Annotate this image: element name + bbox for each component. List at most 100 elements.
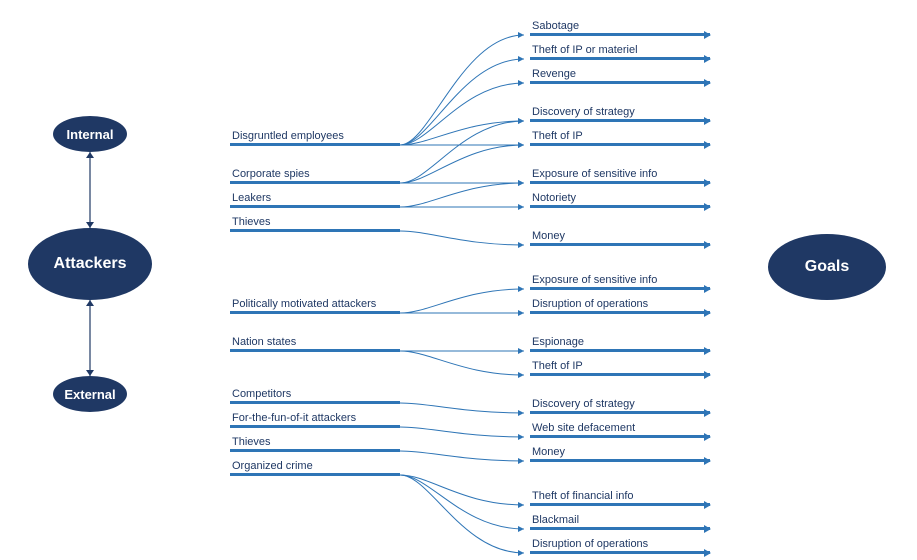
ellipse-external: External <box>53 376 127 412</box>
arrow-head-icon <box>704 549 711 557</box>
item-underline <box>230 229 400 232</box>
connector-org_crime-blackmail <box>400 475 524 529</box>
item-label: Espionage <box>530 336 710 349</box>
goal_items-item-exposure1: Exposure of sensitive info <box>530 168 710 184</box>
arrow-head-icon <box>704 55 711 63</box>
connector-arrow-icon <box>518 410 524 416</box>
connector-arrow-icon <box>518 502 524 508</box>
connector-arrow-icon <box>518 142 524 148</box>
item-underline <box>530 81 710 84</box>
connector-arrow-icon <box>518 550 524 556</box>
goal_items-item-theft_ip2: Theft of IP <box>530 360 710 376</box>
connector-arrow-icon <box>518 434 524 440</box>
connector-disgruntled-theft_ip_mat <box>400 59 524 145</box>
attacker_items-item-thieves2: Thieves <box>230 436 400 452</box>
item-underline <box>230 205 400 208</box>
item-label: Discovery of strategy <box>530 398 710 411</box>
item-underline <box>530 459 710 462</box>
arrow-head-icon <box>704 347 711 355</box>
item-underline <box>530 411 710 414</box>
connector-org_crime-theft_fin <box>400 475 524 505</box>
item-label: Organized crime <box>230 460 400 473</box>
attacker_items-item-org_crime: Organized crime <box>230 460 400 476</box>
goal_items-item-theft_ip1: Theft of IP <box>530 130 710 146</box>
connector-arrow-icon <box>518 180 524 186</box>
connector-arrow-icon <box>518 526 524 532</box>
connector-arrow-icon <box>518 310 524 316</box>
connector-thieves1-money1 <box>400 231 524 245</box>
item-label: Notoriety <box>530 192 710 205</box>
connector-arrow-icon <box>518 118 524 124</box>
item-underline <box>530 205 710 208</box>
ellipse-attackers: Attackers <box>28 228 152 300</box>
item-underline <box>230 349 400 352</box>
item-label: Leakers <box>230 192 400 205</box>
item-underline <box>230 181 400 184</box>
item-underline <box>530 503 710 506</box>
arrow-head-icon <box>704 285 711 293</box>
arrow-head-icon <box>704 241 711 249</box>
ellipse-label: External <box>64 387 115 402</box>
connector-fun-defacement <box>400 427 524 437</box>
arrow-head-icon <box>704 179 711 187</box>
arrow-head-icon <box>704 433 711 441</box>
goal_items-item-disruption2: Disruption of operations <box>530 538 710 554</box>
arrow-head-icon <box>704 457 711 465</box>
arrow-head-icon <box>704 141 711 149</box>
connector-arrow-icon <box>518 80 524 86</box>
item-underline <box>230 449 400 452</box>
arrow-head-icon <box>704 525 711 533</box>
connector-disgruntled-sabotage <box>400 35 524 145</box>
goal_items-item-defacement: Web site defacement <box>530 422 710 438</box>
goal_items-item-revenge: Revenge <box>530 68 710 84</box>
item-underline <box>530 181 710 184</box>
connector-arrow-icon <box>518 142 524 148</box>
item-underline <box>530 349 710 352</box>
item-underline <box>530 119 710 122</box>
goal_items-item-espionage: Espionage <box>530 336 710 352</box>
attacker_items-item-nation: Nation states <box>230 336 400 352</box>
goal_items-item-discovery1: Discovery of strategy <box>530 106 710 122</box>
connector-disgruntled-revenge <box>400 83 524 145</box>
item-underline <box>530 57 710 60</box>
item-underline <box>230 473 400 476</box>
item-label: Web site defacement <box>530 422 710 435</box>
item-underline <box>530 527 710 530</box>
attacker_items-item-thieves1: Thieves <box>230 216 400 232</box>
goal_items-item-notoriety: Notoriety <box>530 192 710 208</box>
arrow-head-icon <box>704 203 711 211</box>
attacker_items-item-leakers: Leakers <box>230 192 400 208</box>
arrow-head-icon <box>704 79 711 87</box>
goal_items-item-money1: Money <box>530 230 710 246</box>
connector-arrow-icon <box>518 458 524 464</box>
item-label: Exposure of sensitive info <box>530 274 710 287</box>
arrow-head-icon <box>704 409 711 417</box>
item-underline <box>530 33 710 36</box>
item-underline <box>530 551 710 554</box>
goal_items-item-disruption1: Disruption of operations <box>530 298 710 314</box>
connector-arrow-icon <box>518 286 524 292</box>
goal_items-item-blackmail: Blackmail <box>530 514 710 530</box>
goal_items-item-money2: Money <box>530 446 710 462</box>
item-underline <box>530 243 710 246</box>
item-label: Thieves <box>230 436 400 449</box>
connector-arrow-icon <box>518 56 524 62</box>
item-underline <box>530 435 710 438</box>
item-label: Thieves <box>230 216 400 229</box>
arrow-head-icon <box>704 31 711 39</box>
connector-leakers-exposure1 <box>400 183 524 207</box>
item-label: Revenge <box>530 68 710 81</box>
item-label: Competitors <box>230 388 400 401</box>
connector-arrow-icon <box>518 372 524 378</box>
item-underline <box>530 143 710 146</box>
item-label: Nation states <box>230 336 400 349</box>
item-underline <box>230 143 400 146</box>
goal_items-item-discovery2: Discovery of strategy <box>530 398 710 414</box>
item-label: Disgruntled employees <box>230 130 400 143</box>
item-label: Theft of IP <box>530 360 710 373</box>
item-label: Blackmail <box>530 514 710 527</box>
item-label: Sabotage <box>530 20 710 33</box>
arrow-head-icon <box>704 501 711 509</box>
connector-arrow-icon <box>518 32 524 38</box>
item-underline <box>230 425 400 428</box>
